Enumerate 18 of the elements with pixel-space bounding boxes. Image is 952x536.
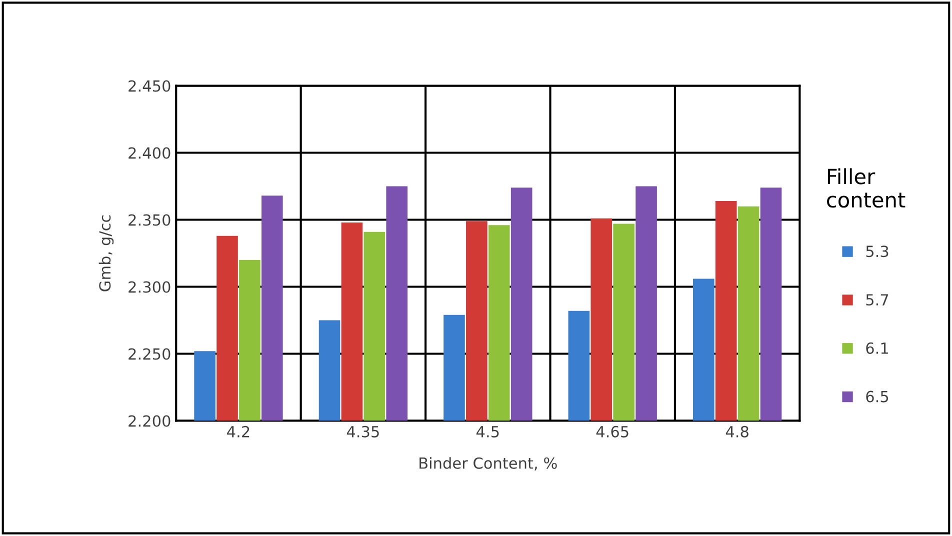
y-tick-label: 2.400 (128, 147, 170, 159)
x-tick-label: 4.35 (346, 426, 379, 438)
x-tick-label: 4.8 (726, 426, 748, 438)
y-tick-label: 2.200 (128, 415, 170, 427)
y-tick-label: 2.450 (128, 80, 170, 92)
y-tick-label: 2.300 (128, 281, 170, 293)
legend-label: 6.1 (866, 342, 888, 354)
legend-label: 5.7 (866, 294, 888, 306)
x-tick-label: 4.5 (476, 426, 499, 438)
legend-label: 6.5 (866, 390, 888, 402)
x-axis-title: Binder Content, % (420, 457, 557, 470)
y-tick-label: 2.350 (128, 214, 170, 226)
legend-title: Filler content (827, 168, 906, 208)
y-axis-title: Gmb, g/cc (98, 215, 114, 292)
legend-label: 5.3 (866, 246, 888, 258)
x-tick-label: 4.65 (596, 426, 628, 438)
y-tick-label: 2.250 (128, 348, 170, 360)
x-tick-label: 4.2 (227, 426, 250, 438)
